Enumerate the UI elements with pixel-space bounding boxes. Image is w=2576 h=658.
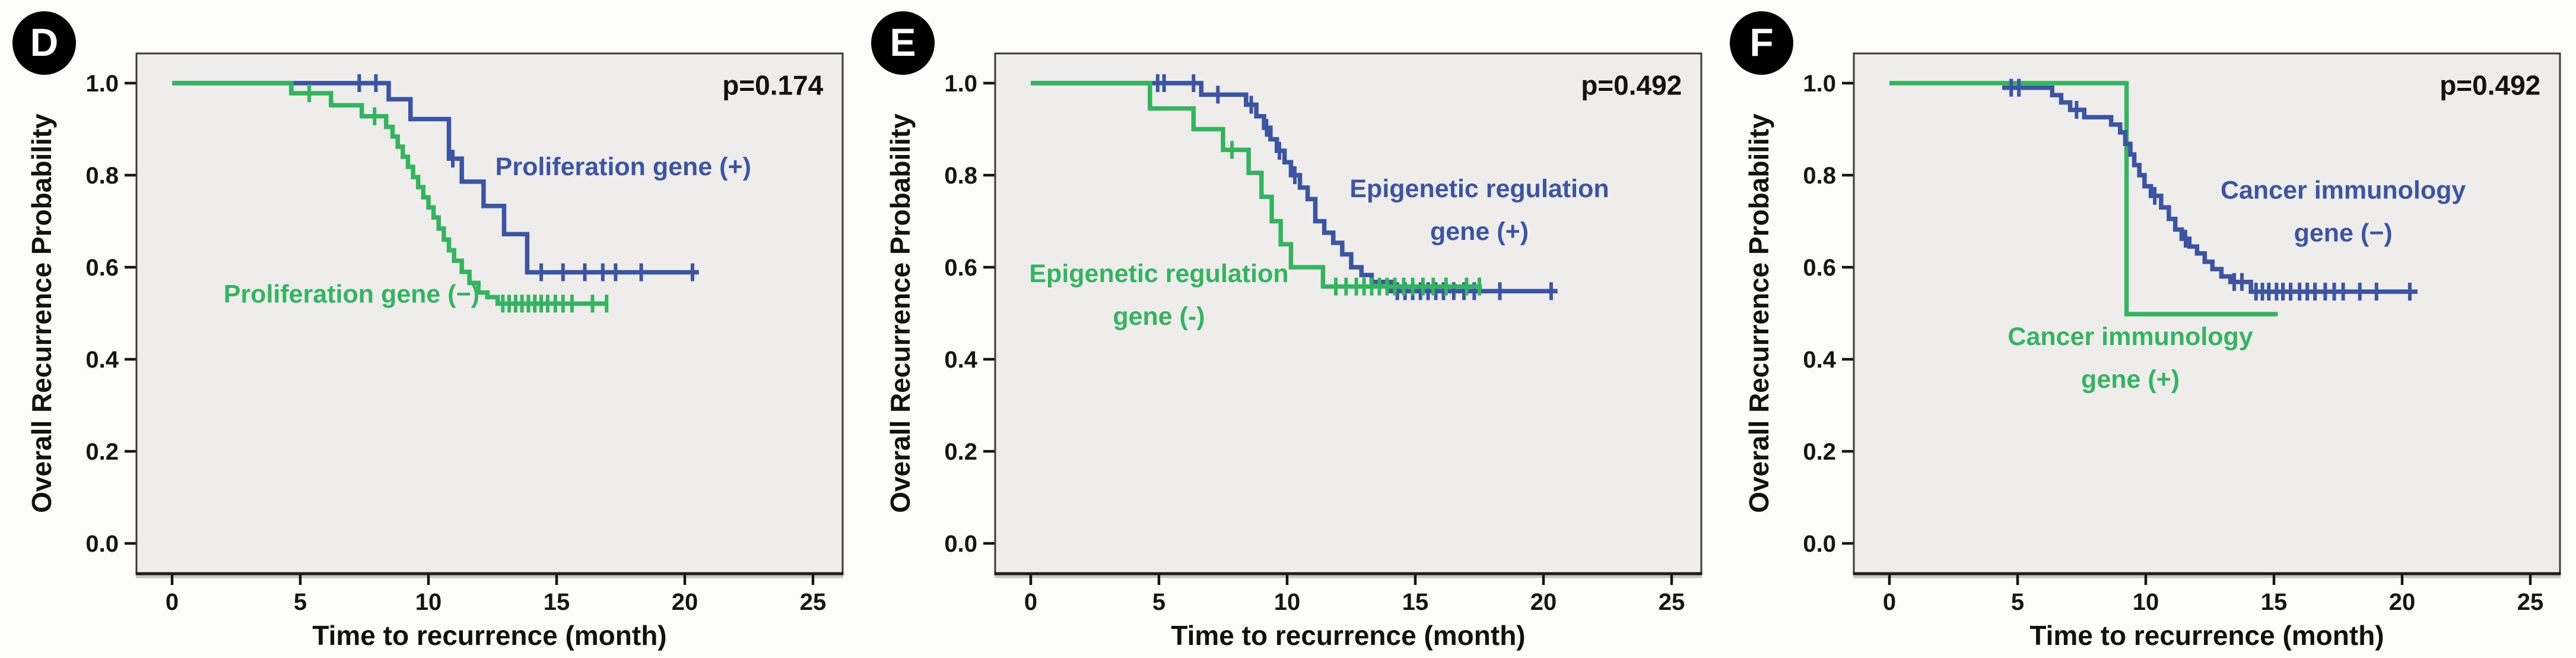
x-axis-tick-label: 15 <box>2261 589 2288 615</box>
plot-area <box>995 53 1701 573</box>
curve-label: Epigenetic regulation <box>1349 175 1609 203</box>
plot-area <box>136 53 843 573</box>
x-axis-tick-label: 5 <box>2011 589 2024 615</box>
y-axis-tick-label: 0.8 <box>944 163 977 189</box>
km-panel-F: F 0 5 10 15 20 25 0.0 0.2 0.4 0.6 0.8 1.0 Time to re… <box>1717 0 2576 658</box>
curve-label: Cancer immunology <box>2008 322 2253 351</box>
panel-letter-badge: E <box>871 11 935 75</box>
panel-letter: E <box>890 20 916 64</box>
survival-curve-green <box>172 81 608 306</box>
panel-letter-badge: F <box>1730 11 1793 75</box>
curve-label: gene (+) <box>2081 365 2180 394</box>
panel-letter: D <box>30 20 59 64</box>
x-axis-tick-label: 10 <box>415 589 442 615</box>
curve-label: gene (−) <box>2294 219 2393 248</box>
survival-curve-blue <box>172 81 699 275</box>
y-axis-tick-label: 0.2 <box>85 439 119 465</box>
x-axis-tick-label: 5 <box>1152 589 1165 615</box>
y-axis-tick-label: 0.8 <box>1803 163 1836 189</box>
y-axis-tick-label: 0.0 <box>944 531 977 557</box>
y-axis-tick-label: 0.6 <box>1803 255 1836 281</box>
survival-curve-green <box>1889 81 2278 317</box>
x-axis-tick-label: 10 <box>1274 589 1301 615</box>
km-panel-E: E 0 5 10 15 20 25 0.0 0.2 0.4 0.6 0.8 1.0 Time to re… <box>859 0 1717 658</box>
x-axis-tick-label: 25 <box>2517 589 2544 615</box>
curve-label: Proliferation gene (−) <box>224 280 479 309</box>
x-axis-title: Time to recurrence (month) <box>1171 620 1525 651</box>
x-axis-tick-label: 20 <box>672 589 698 615</box>
y-axis-tick-label: 0.4 <box>85 347 119 373</box>
y-axis-tick-label: 0.6 <box>944 255 977 281</box>
y-axis-tick-label: 0.4 <box>944 347 977 373</box>
curve-label: Cancer immunology <box>2221 176 2466 205</box>
curve-label: Proliferation gene (+) <box>495 153 751 181</box>
p-value: p=0.174 <box>722 69 823 100</box>
p-value: p=0.492 <box>1581 69 1682 100</box>
panel-letter: F <box>1749 20 1774 64</box>
km-panel-D: D 0 5 10 15 20 25 0.0 0.2 0.4 0.6 0.8 1.0 Time to re… <box>0 0 859 658</box>
y-axis-tick-label: 0.0 <box>85 531 119 557</box>
x-axis-tick-label: 15 <box>1402 589 1429 615</box>
y-axis-tick-label: 0.2 <box>944 439 977 465</box>
curve-label: Epigenetic regulation <box>1029 260 1288 288</box>
x-axis-tick-label: 20 <box>2389 589 2416 615</box>
y-axis-tick-label: 0.2 <box>1803 439 1836 465</box>
x-axis-title: Time to recurrence (month) <box>2029 620 2384 651</box>
curve-label: gene (+) <box>1430 217 1529 246</box>
y-axis-tick-label: 0.4 <box>1803 347 1836 373</box>
x-axis-tick-label: 10 <box>2133 589 2159 615</box>
x-axis-tick-label: 25 <box>1659 589 1685 615</box>
x-axis-tick-label: 25 <box>800 589 827 615</box>
p-value: p=0.492 <box>2440 69 2540 100</box>
km-plot-svg-F: 0 5 10 15 20 25 0.0 0.2 0.4 0.6 0.8 1.0 Time to recu… <box>1743 52 2561 651</box>
curve-label: gene (-) <box>1113 302 1205 331</box>
survival-curve-blue <box>1031 81 1558 294</box>
survival-curve-blue <box>2002 86 2418 294</box>
panel-letter-badge: D <box>12 11 76 75</box>
y-axis-tick-label: 0.0 <box>1803 531 1836 557</box>
km-plot-svg-D: 0 5 10 15 20 25 0.0 0.2 0.4 0.6 0.8 1.0 Time to recu… <box>26 52 844 651</box>
x-axis-title: Time to recurrence (month) <box>312 620 666 651</box>
km-plot-svg-E: 0 5 10 15 20 25 0.0 0.2 0.4 0.6 0.8 1.0 Time to recu… <box>885 52 1702 651</box>
x-axis-tick-label: 0 <box>1883 589 1896 615</box>
y-axis-tick-label: 1.0 <box>944 71 977 97</box>
y-axis-tick-label: 1.0 <box>1803 71 1836 97</box>
x-axis-tick-label: 20 <box>1530 589 1557 615</box>
y-axis-tick-label: 0.8 <box>85 163 119 189</box>
x-axis-tick-label: 0 <box>166 589 179 615</box>
x-axis-tick-label: 5 <box>294 589 307 615</box>
y-axis-title: Overall Recurrence Probability <box>885 113 916 513</box>
y-axis-title: Overall Recurrence Probability <box>26 113 57 513</box>
y-axis-title: Overall Recurrence Probability <box>1743 113 1774 513</box>
x-axis-tick-label: 0 <box>1024 589 1037 615</box>
survival-curve-green <box>1031 81 1482 289</box>
y-axis-tick-label: 0.6 <box>85 255 119 281</box>
y-axis-tick-label: 1.0 <box>85 71 119 97</box>
x-axis-tick-label: 15 <box>544 589 570 615</box>
